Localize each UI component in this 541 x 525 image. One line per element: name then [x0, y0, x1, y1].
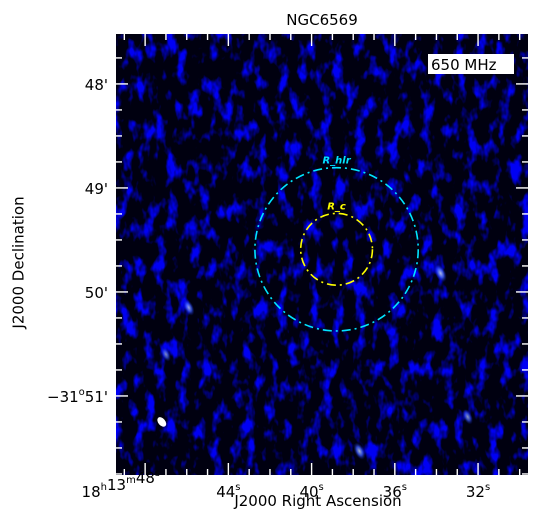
r-c-label: R_c [327, 201, 346, 212]
x-tick-label: 36s [383, 482, 407, 501]
radio-source-2 [183, 299, 195, 316]
radio-source-3 [353, 442, 366, 460]
radio-source-1 [434, 264, 447, 283]
x-tick-label: 18h13m48s [82, 468, 161, 501]
x-tick-label: 44s [216, 482, 240, 501]
x-tick-label: 40s [299, 482, 323, 501]
tick-marks [116, 31, 528, 475]
x-tick-label: 32s [466, 482, 490, 501]
beam-ellipse [157, 417, 167, 427]
chart-title: NGC6569 [286, 11, 358, 29]
radio-source-5 [161, 347, 171, 362]
y-tick-label: 49' [85, 180, 108, 198]
frequency-box: 650 MHz [428, 54, 514, 74]
y-tick-label: −31o51' [47, 387, 108, 406]
r-hlr-label: R_hlr [322, 156, 351, 167]
radio-emission-map [116, 34, 528, 475]
apertures-layer: R_hlr R_c [254, 156, 420, 332]
plot-area: R_hlr R_c [116, 31, 528, 475]
beam-layer [157, 417, 167, 427]
r-hlr-circle [254, 166, 420, 332]
y-axis-title: J2000 Declination [10, 196, 28, 329]
x-axis-title: J2000 Right Ascension [233, 492, 401, 510]
y-tick-labels: 48' 49' 50' −31o51' [47, 76, 108, 406]
y-tick-label: 48' [85, 76, 108, 94]
y-tick-label: 50' [85, 284, 108, 302]
radio-source-4 [462, 409, 473, 425]
r-c-circle [299, 212, 374, 286]
x-tick-labels: 18h13m48s 44s 40s 36s 32s [82, 468, 491, 501]
frequency-label: 650 MHz [431, 56, 497, 74]
sources-layer [161, 264, 473, 460]
